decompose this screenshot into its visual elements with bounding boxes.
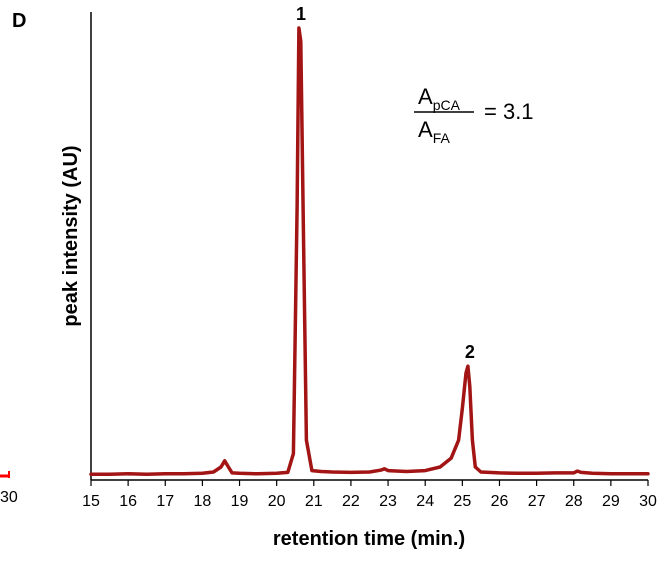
ratio-numerator-base: A — [418, 84, 433, 109]
x-tick-label: 16 — [119, 493, 137, 510]
stray-tick-label: 30 — [0, 489, 18, 506]
x-tick-label: 30 — [639, 493, 657, 510]
x-tick-label: 17 — [156, 493, 174, 510]
peak-label-1: 1 — [296, 4, 306, 24]
ratio-numerator-sub: pCA — [433, 97, 461, 113]
x-tick-label: 15 — [82, 493, 100, 510]
x-tick-label: 19 — [231, 493, 249, 510]
chromatogram-trace — [89, 26, 650, 476]
x-axis-title: retention time (min.) — [273, 528, 465, 550]
peak-label-2: 2 — [465, 342, 475, 362]
x-tick-label: 24 — [416, 493, 434, 510]
x-tick-label: 29 — [602, 493, 620, 510]
ratio-denominator-sub: FA — [433, 130, 451, 146]
ratio-annotation: ApCA AFA = 3.1 — [414, 84, 534, 146]
x-tick-label: 22 — [342, 493, 360, 510]
x-tick-label: 20 — [268, 493, 286, 510]
ratio-value: = 3.1 — [484, 99, 534, 124]
panel-label: D — [12, 10, 26, 32]
x-tick-label: 18 — [194, 493, 212, 510]
ratio-denominator: AFA — [418, 117, 450, 146]
ratio-denominator-base: A — [418, 117, 433, 142]
x-tick-label: 23 — [379, 493, 397, 510]
ratio-numerator: ApCA — [418, 84, 461, 113]
x-tick-label: 21 — [305, 493, 323, 510]
x-tick-label: 25 — [453, 493, 471, 510]
x-tick-label: 27 — [528, 493, 546, 510]
x-tick-label: 28 — [565, 493, 583, 510]
y-axis-title: peak intensity (AU) — [60, 145, 82, 326]
x-tick-label: 26 — [491, 493, 509, 510]
